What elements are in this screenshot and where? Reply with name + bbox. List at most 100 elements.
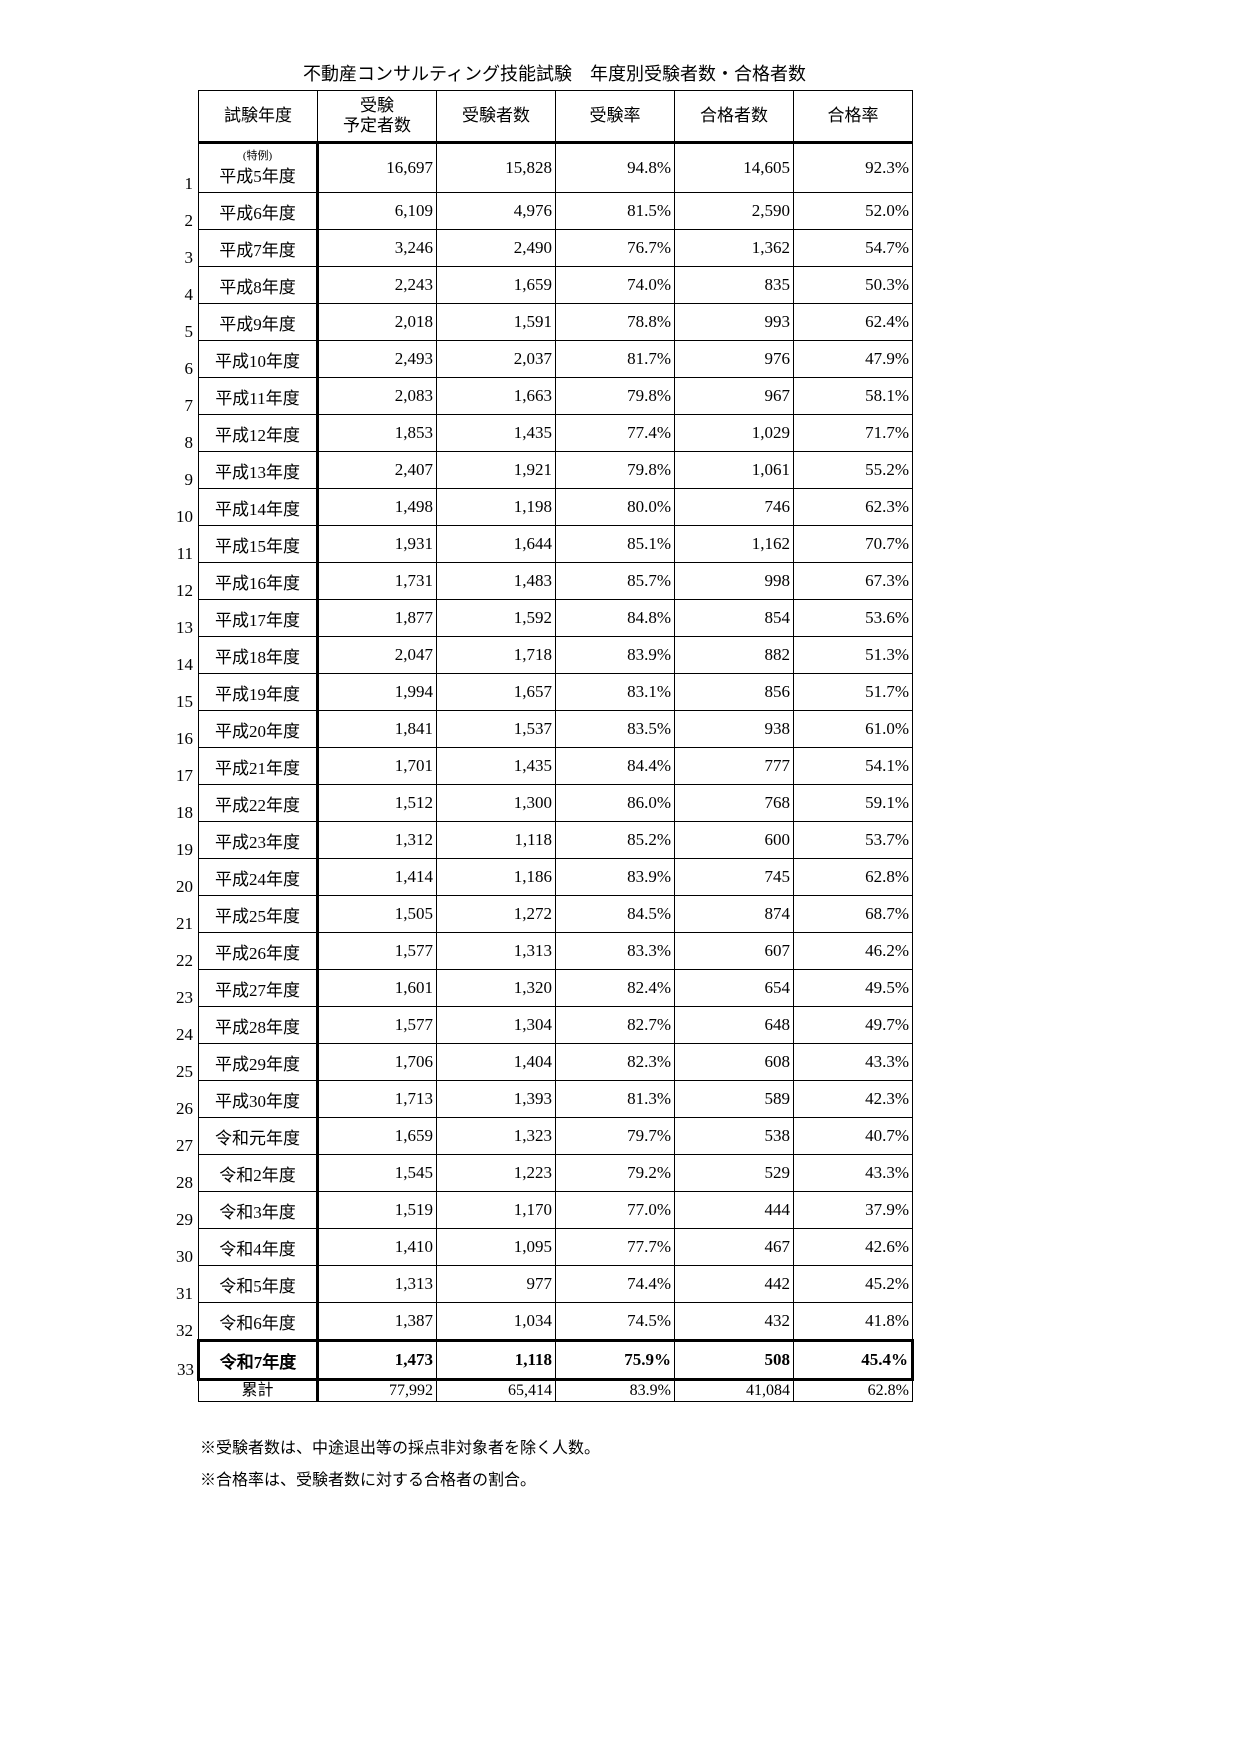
year-cell: 2 平成6年度 — [185, 192, 319, 230]
year-label: 平成20年度 — [215, 721, 300, 741]
examinees-cell: 2,490 — [436, 229, 556, 267]
table-row: 30 令和4年度 1,410 1,095 77.7% 467 42.6% — [176, 1228, 913, 1266]
exam-rate-cell: 83.9% — [555, 636, 675, 674]
pass-rate-cell: 49.5% — [793, 969, 913, 1007]
row-number: 6 — [184, 359, 194, 378]
exam-rate-cell: 85.1% — [555, 525, 675, 563]
header-exam-rate: 受験率 — [555, 90, 675, 144]
year-label: 令和2年度 — [219, 1165, 296, 1185]
examinees-cell: 1,718 — [436, 636, 556, 674]
exam-rate-cell: 79.8% — [555, 377, 675, 415]
year-cell: 26 平成30年度 — [176, 1080, 319, 1118]
row-number: 33 — [177, 1360, 194, 1379]
pass-rate-cell: 49.7% — [793, 1006, 913, 1044]
pass-rate-cell: 51.7% — [793, 673, 913, 711]
passed-cell: 654 — [674, 969, 794, 1007]
year-label: 平成18年度 — [215, 647, 300, 667]
year-cell: 4 平成8年度 — [185, 266, 319, 304]
examinees-cell: 1,659 — [436, 266, 556, 304]
table-row: 10 平成14年度 1,498 1,198 80.0% 746 62.3% — [176, 488, 913, 526]
exam-rate-cell: 81.7% — [555, 340, 675, 378]
row-number: 20 — [176, 877, 193, 896]
passed-cell: 1,162 — [674, 525, 794, 563]
examinees-cell: 1,272 — [436, 895, 556, 933]
document-title: 不動産コンサルティング技能試験 年度別受験者数・合格者数 — [303, 64, 806, 84]
header-year: 試験年度 — [198, 90, 318, 144]
special-case-note: (特例) — [242, 149, 273, 162]
passed-cell: 444 — [674, 1191, 794, 1229]
year-cell: 29 令和3年度 — [176, 1191, 319, 1229]
row-number: 12 — [176, 581, 193, 600]
examinees-cell: 1,591 — [436, 303, 556, 341]
year-cell: 33 令和7年度 — [177, 1339, 319, 1381]
row-number: 23 — [176, 988, 193, 1007]
year-cell: 12 平成16年度 — [176, 562, 319, 600]
table-row: 17 平成21年度 1,701 1,435 84.4% 777 54.1% — [176, 747, 913, 785]
examinees-cell: 1,657 — [436, 673, 556, 711]
note-examinees: ※受験者数は、中途退出等の採点非対象者を除く人数。 — [200, 1440, 601, 1457]
pass-rate-cell: 52.0% — [793, 192, 913, 230]
exam-rate-cell: 79.7% — [555, 1117, 675, 1155]
planned-cell: 3,246 — [317, 229, 437, 267]
year-label: 平成9年度 — [219, 314, 296, 334]
row-number: 5 — [184, 322, 194, 341]
pass-rate-cell: 68.7% — [793, 895, 913, 933]
examinees-cell: 1,170 — [436, 1191, 556, 1229]
planned-cell: 1,731 — [317, 562, 437, 600]
pass-rate-cell: 62.3% — [793, 488, 913, 526]
examinees-cell: 4,976 — [436, 192, 556, 230]
year-label: 平成16年度 — [215, 573, 300, 593]
exam-rate-cell: 74.4% — [555, 1265, 675, 1303]
planned-cell: 2,407 — [317, 451, 437, 489]
exam-rate-cell: 83.1% — [555, 673, 675, 711]
exam-rate-cell: 82.4% — [555, 969, 675, 1007]
table-row: 27 令和元年度 1,659 1,323 79.7% 538 40.7% — [176, 1117, 913, 1155]
year-cell: 32 令和6年度 — [176, 1302, 319, 1341]
pass-rate-cell: 37.9% — [793, 1191, 913, 1229]
examinees-cell: 1,034 — [436, 1302, 556, 1341]
table-row: 22 平成26年度 1,577 1,313 83.3% 607 46.2% — [176, 932, 913, 970]
row-number: 16 — [176, 729, 193, 748]
exam-rate-cell: 85.2% — [555, 821, 675, 859]
pass-rate-cell: 47.9% — [793, 340, 913, 378]
exam-rate-cell: 79.2% — [555, 1154, 675, 1192]
row-number: 22 — [176, 951, 193, 970]
table-row: 20 平成24年度 1,414 1,186 83.9% 745 62.8% — [176, 858, 913, 896]
row-number: 32 — [176, 1321, 193, 1340]
row-number: 26 — [176, 1099, 193, 1118]
exam-rate-cell: 82.7% — [555, 1006, 675, 1044]
planned-cell: 1,841 — [317, 710, 437, 748]
passed-cell: 854 — [674, 599, 794, 637]
exam-rate-cell: 79.8% — [555, 451, 675, 489]
exam-rate-cell: 84.8% — [555, 599, 675, 637]
year-label: 平成19年度 — [215, 684, 300, 704]
pass-rate-cell: 46.2% — [793, 932, 913, 970]
row-number: 2 — [184, 211, 194, 230]
year-cell: 30 令和4年度 — [176, 1228, 319, 1266]
examinees-cell: 1,313 — [436, 932, 556, 970]
planned-cell: 1,387 — [317, 1302, 437, 1341]
passed-cell: 1,061 — [674, 451, 794, 489]
planned-cell: 1,473 — [317, 1339, 437, 1381]
exam-rate-cell: 80.0% — [555, 488, 675, 526]
planned-cell: 1,713 — [317, 1080, 437, 1118]
planned-cell: 1,498 — [317, 488, 437, 526]
planned-cell: 1,577 — [317, 932, 437, 970]
examinees-cell: 1,435 — [436, 747, 556, 785]
examinees-cell: 1,404 — [436, 1043, 556, 1081]
passed-cell: 967 — [674, 377, 794, 415]
row-number: 18 — [176, 803, 193, 822]
year-label: 平成30年度 — [215, 1091, 300, 1111]
year-cell: 8 平成12年度 — [185, 414, 319, 452]
year-cell: 25 平成29年度 — [176, 1043, 319, 1081]
pass-rate-cell: 70.7% — [793, 525, 913, 563]
planned-cell: 6,109 — [317, 192, 437, 230]
planned-cell: 2,083 — [317, 377, 437, 415]
examinees-cell: 1,323 — [436, 1117, 556, 1155]
passed-cell: 1,029 — [674, 414, 794, 452]
passed-cell: 856 — [674, 673, 794, 711]
year-label: 令和5年度 — [219, 1276, 296, 1296]
table-row: 33 令和7年度 1,473 1,118 75.9% 508 45.4% — [177, 1339, 914, 1381]
header-row: 試験年度 受験 予定者数 受験者数 受験率 合格者数 合格率 — [198, 90, 913, 144]
exam-rate-cell: 78.8% — [555, 303, 675, 341]
